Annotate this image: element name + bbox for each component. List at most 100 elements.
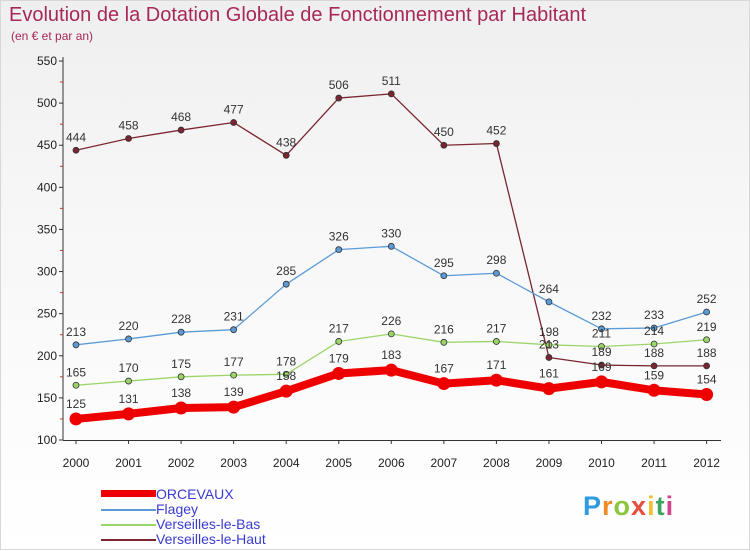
data-point-flagey — [440, 272, 448, 280]
data-label-verseilles-le-bas: 178 — [276, 354, 296, 368]
data-label-verseilles-le-bas: 226 — [381, 314, 401, 328]
data-point-orcevaux — [174, 401, 188, 415]
data-label-verseilles-le-bas: 217 — [486, 321, 506, 335]
data-point-verseilles-le-haut — [703, 362, 710, 370]
data-label-flagey: 232 — [591, 309, 611, 323]
x-tick-label-2001: 2001 — [115, 456, 142, 470]
data-point-flagey — [282, 280, 290, 288]
data-point-verseilles-le-haut — [335, 94, 343, 102]
data-point-verseilles-le-bas — [230, 371, 238, 379]
data-label-verseilles-le-haut: 438 — [276, 135, 296, 149]
data-point-orcevaux — [647, 383, 661, 397]
x-tick-label-2004: 2004 — [273, 456, 300, 470]
data-point-flagey — [545, 298, 553, 306]
data-label-verseilles-le-bas: 175 — [171, 357, 191, 371]
data-label-verseilles-le-haut: 452 — [486, 124, 506, 138]
data-label-verseilles-le-haut: 188 — [697, 346, 717, 360]
data-label-flagey: 298 — [486, 253, 506, 267]
series-layer — [69, 90, 714, 426]
data-point-flagey — [492, 269, 500, 277]
data-point-verseilles-le-bas — [177, 373, 185, 381]
data-point-verseilles-le-haut — [387, 90, 395, 98]
data-point-orcevaux — [69, 412, 83, 426]
data-label-verseilles-le-haut: 450 — [434, 125, 454, 139]
data-point-orcevaux — [384, 363, 398, 377]
data-label-verseilles-le-bas: 170 — [119, 361, 139, 375]
data-label-verseilles-le-bas: 165 — [66, 365, 86, 379]
data-label-verseilles-le-haut: 506 — [329, 78, 349, 92]
data-point-verseilles-le-haut — [545, 354, 553, 361]
data-label-orcevaux: 125 — [66, 397, 86, 411]
data-point-verseilles-le-haut — [125, 135, 132, 142]
data-point-verseilles-le-haut — [282, 151, 290, 159]
data-label-flagey: 285 — [276, 264, 296, 278]
proxiti-logo: Proxiti — [583, 491, 674, 522]
logo-letter: r — [602, 491, 614, 521]
data-point-verseilles-le-bas — [125, 377, 132, 385]
data-point-verseilles-le-haut — [72, 146, 80, 154]
data-point-orcevaux — [700, 388, 714, 402]
data-label-verseilles-le-haut: 213 — [539, 337, 559, 351]
logo-letter: t — [655, 491, 666, 521]
x-tick-label-2008: 2008 — [483, 456, 510, 470]
data-label-verseilles-le-bas: 219 — [697, 320, 717, 334]
data-label-verseilles-le-bas: 198 — [539, 325, 559, 339]
data-label-orcevaux: 169 — [591, 360, 611, 374]
data-label-orcevaux: 183 — [381, 348, 401, 362]
data-label-orcevaux: 158 — [276, 369, 296, 383]
series-line-flagey — [75, 245, 708, 346]
data-label-verseilles-le-bas: 177 — [224, 355, 244, 369]
data-point-orcevaux — [542, 382, 556, 396]
data-label-verseilles-le-haut: 477 — [224, 102, 244, 116]
data-point-flagey — [335, 246, 343, 254]
data-point-orcevaux — [122, 407, 136, 421]
x-tick-label-2010: 2010 — [588, 456, 615, 470]
x-tick-label-2000: 2000 — [63, 456, 90, 470]
data-label-flagey: 326 — [329, 230, 349, 244]
logo-letter: P — [583, 491, 603, 521]
data-labels-layer: 444 458 468 477 438 506 511 450 452 213 189 188 188 2… — [66, 74, 717, 411]
data-label-flagey: 295 — [434, 256, 454, 270]
data-point-verseilles-le-haut — [492, 140, 500, 147]
data-point-verseilles-le-haut — [177, 126, 185, 134]
data-label-verseilles-le-bas: 211 — [592, 327, 611, 341]
data-point-verseilles-le-bas — [387, 330, 395, 338]
data-label-orcevaux: 139 — [224, 385, 244, 399]
data-label-flagey: 330 — [381, 226, 401, 240]
logo-letter: i — [665, 491, 675, 521]
data-label-orcevaux: 171 — [486, 358, 506, 372]
x-tick-label-2012: 2012 — [693, 456, 720, 470]
data-label-verseilles-le-haut: 511 — [382, 74, 401, 88]
data-point-verseilles-le-bas — [72, 381, 80, 389]
y-tick-label-200: 200 — [37, 349, 57, 363]
x-tick-label-2007: 2007 — [430, 456, 457, 470]
y-tick-label-300: 300 — [37, 265, 57, 279]
y-tick-label-500: 500 — [37, 96, 57, 110]
data-label-verseilles-le-bas: 217 — [329, 321, 349, 335]
data-label-orcevaux: 131 — [119, 392, 139, 406]
data-label-verseilles-le-bas: 214 — [644, 324, 664, 338]
data-point-flagey — [598, 325, 605, 333]
y-tick-label-100: 100 — [37, 433, 57, 447]
legend-swatch-flagey — [101, 509, 156, 511]
y-tick-label-400: 400 — [37, 180, 57, 194]
data-point-verseilles-le-haut — [230, 119, 238, 126]
legend-label-verseilles-le-haut: Verseilles-le-Haut — [156, 531, 266, 547]
data-point-orcevaux — [489, 373, 503, 387]
data-point-orcevaux — [227, 400, 241, 414]
data-label-flagey: 228 — [171, 312, 191, 326]
data-point-flagey — [72, 341, 80, 349]
data-point-verseilles-le-haut — [598, 361, 605, 369]
x-tick-label-2011: 2011 — [641, 456, 667, 470]
data-point-verseilles-le-bas — [598, 343, 605, 350]
data-label-verseilles-le-bas: 216 — [434, 322, 454, 336]
data-label-flagey: 231 — [224, 310, 244, 324]
y-tick-label-350: 350 — [37, 222, 57, 236]
data-label-orcevaux: 138 — [171, 386, 191, 400]
legend-label-verseilles-le-bas: Verseilles-le-Bas — [156, 516, 261, 532]
chart-subtitle: (en € et par an) — [11, 29, 94, 43]
x-tick-label-2009: 2009 — [536, 456, 563, 470]
x-tick-label-2002: 2002 — [168, 456, 195, 470]
